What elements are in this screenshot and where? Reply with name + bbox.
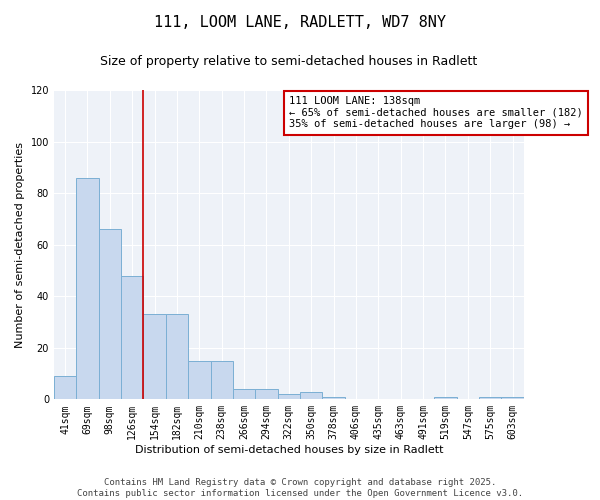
Bar xyxy=(278,394,300,400)
Bar xyxy=(322,397,345,400)
Bar xyxy=(255,389,278,400)
Bar xyxy=(479,397,502,400)
Title: Size of property relative to semi-detached houses in Radlett: Size of property relative to semi-detach… xyxy=(100,55,478,68)
X-axis label: Distribution of semi-detached houses by size in Radlett: Distribution of semi-detached houses by … xyxy=(134,445,443,455)
Text: 111 LOOM LANE: 138sqm
← 65% of semi-detached houses are smaller (182)
35% of sem: 111 LOOM LANE: 138sqm ← 65% of semi-deta… xyxy=(289,96,583,130)
Bar xyxy=(166,314,188,400)
Bar xyxy=(188,360,211,400)
Bar xyxy=(233,389,255,400)
Bar xyxy=(211,360,233,400)
Bar xyxy=(121,276,143,400)
Y-axis label: Number of semi-detached properties: Number of semi-detached properties xyxy=(15,142,25,348)
Bar xyxy=(300,392,322,400)
Text: 111, LOOM LANE, RADLETT, WD7 8NY: 111, LOOM LANE, RADLETT, WD7 8NY xyxy=(154,15,446,30)
Bar xyxy=(434,397,457,400)
Bar xyxy=(98,229,121,400)
Bar xyxy=(76,178,98,400)
Bar xyxy=(502,397,524,400)
Bar xyxy=(54,376,76,400)
Text: Contains HM Land Registry data © Crown copyright and database right 2025.
Contai: Contains HM Land Registry data © Crown c… xyxy=(77,478,523,498)
Bar xyxy=(143,314,166,400)
